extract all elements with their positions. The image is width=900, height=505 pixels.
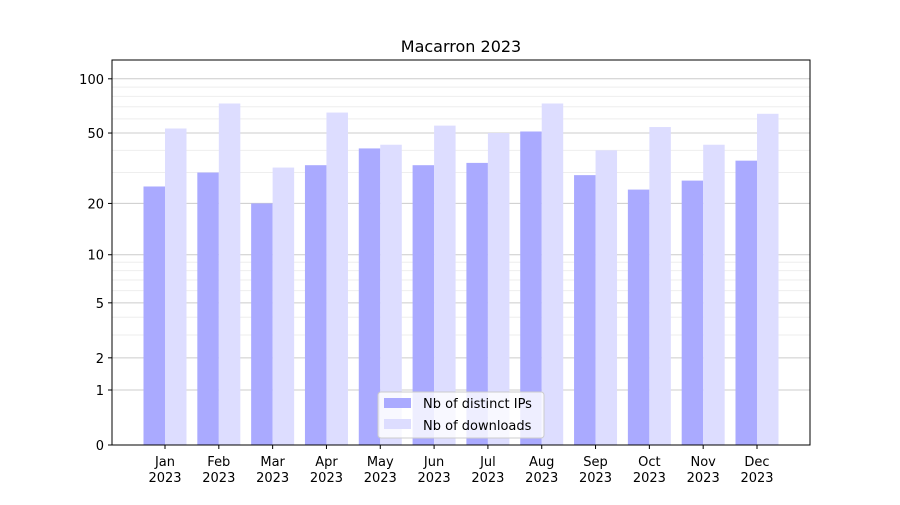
bar-distinct-ips [520,131,542,445]
bar-distinct-ips [304,165,327,446]
x-tick-label: 2023 [418,471,451,486]
bar-downloads [541,103,564,445]
bar-downloads [649,127,671,445]
x-tick-label: Feb [207,455,230,470]
bar-downloads [165,128,187,446]
bar-distinct-ips [143,186,165,445]
bar-distinct-ips [358,148,381,445]
legend-swatch-downloads [384,419,411,429]
legend-label-downloads: Nb of downloads [423,419,532,434]
y-tick-label: 0 [96,439,104,454]
bar-distinct-ips [627,189,650,445]
chart-title: Macarron 2023 [401,37,521,56]
bar-downloads [703,144,725,445]
x-tick-label: 2023 [579,471,612,486]
x-tick-label: 2023 [740,471,773,486]
x-tick-label: 2023 [633,471,666,486]
bar-distinct-ips [412,165,435,446]
x-tick-label: 2023 [202,471,235,486]
bar-downloads [757,113,779,445]
y-tick-label: 1 [96,384,104,399]
x-tick-label: 2023 [256,471,289,486]
x-tick-label: 2023 [525,471,558,486]
x-tick-label: May [367,455,394,470]
y-tick-label: 50 [87,127,104,142]
y-tick-label: 5 [96,297,104,312]
x-tick-label: 2023 [687,471,720,486]
x-tick-label: Jun [423,455,444,470]
bar-distinct-ips [197,172,219,446]
x-tick-label: Jul [479,455,496,470]
plot-frame [111,59,811,446]
bar-distinct-ips [574,175,596,445]
x-tick-label: Dec [744,455,769,470]
bar-downloads [487,133,510,446]
bar-downloads [218,103,241,445]
x-tick-label: Jan [154,455,175,470]
y-tick-label: 20 [87,197,104,212]
bar-downloads [272,167,295,445]
x-tick-label: 2023 [148,471,181,486]
y-tick-label: 2 [96,352,104,367]
x-tick-label: Mar [260,455,285,470]
y-tick-label: 100 [79,73,104,88]
x-tick-label: Apr [315,455,338,470]
bar-downloads [326,112,348,445]
bar-downloads [434,125,456,445]
legend-label-ips: Nb of distinct IPs [423,397,532,412]
x-tick-label: 2023 [364,471,397,486]
bar-distinct-ips [251,203,273,445]
bar-distinct-ips [466,162,488,445]
legend: Nb of distinct IPs Nb of downloads [377,391,545,439]
x-tick-label: Sep [583,455,608,470]
legend-box [377,391,545,439]
bar-distinct-ips [735,160,757,446]
legend-swatch-ips [384,398,411,408]
x-tick-label: 2023 [310,471,343,486]
y-tick-label: 10 [87,249,104,264]
x-tick-label: Oct [638,455,660,470]
bar-distinct-ips [681,180,704,445]
bar-downloads [595,150,618,445]
x-tick-label: Aug [529,455,554,470]
bar-downloads [380,144,402,445]
x-tick-label: 2023 [471,471,504,486]
x-tick-label: Nov [690,455,716,470]
